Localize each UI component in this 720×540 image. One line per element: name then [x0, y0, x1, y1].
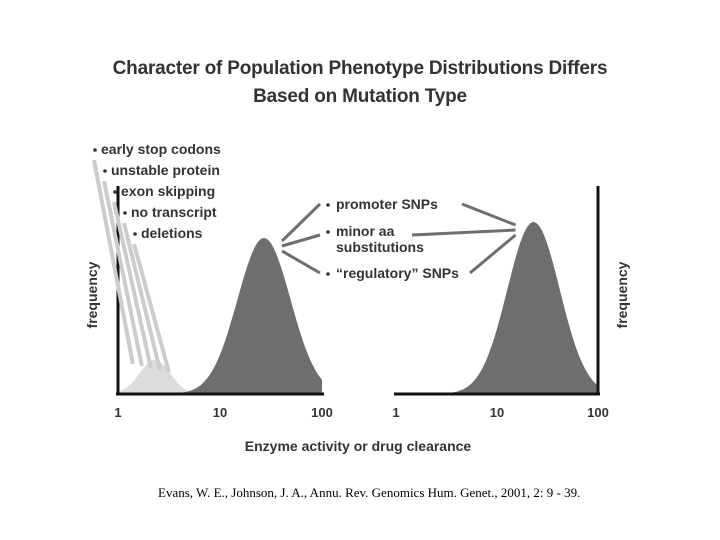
distribution-light-panel-1 [118, 359, 204, 394]
middle-leader-right-2 [411, 228, 516, 237]
middle-bullet-1 [326, 203, 330, 207]
x-tick-label-panel-2-1: 1 [392, 405, 399, 420]
annotation-bullet-2 [103, 169, 107, 173]
distribution-dark-panel-2 [449, 222, 598, 394]
leader-line-2 [102, 180, 144, 367]
middle-annotation-2-line-2: substitutions [336, 239, 424, 255]
leader-line-5 [132, 243, 171, 373]
annotation-3: exon skipping [121, 183, 215, 199]
annotation-bullet-4 [123, 211, 127, 215]
x-axis-title: Enzyme activity or drug clearance [245, 438, 472, 454]
middle-leader-right-3 [469, 233, 517, 275]
middle-annotation-2: minor aa [336, 223, 395, 239]
middle-leader-left-1 [280, 202, 322, 243]
leader-line-1 [92, 159, 135, 365]
middle-leader-left-2 [281, 233, 321, 248]
x-tick-label-panel-1-10: 10 [213, 405, 227, 420]
y-axis-label-panel-1: frequency [84, 261, 100, 328]
middle-bullet-3 [326, 272, 330, 276]
annotation-5: deletions [141, 225, 203, 241]
annotation-4: no transcript [131, 204, 217, 220]
middle-leader-left-3 [281, 249, 321, 275]
middle-annotation-1: promoter SNPs [336, 196, 438, 212]
annotation-2: unstable protein [111, 162, 220, 178]
citation: Evans, W. E., Johnson, J. A., Annu. Rev.… [158, 485, 581, 500]
distribution-dark-panel-1 [179, 238, 322, 394]
leader-line-3 [112, 201, 153, 369]
y-axis-label-panel-2: frequency [614, 261, 630, 328]
x-tick-label-panel-2-10: 10 [490, 405, 504, 420]
middle-leader-right-1 [461, 202, 517, 227]
middle-bullet-2 [326, 230, 330, 234]
x-tick-label-panel-1-100: 100 [311, 405, 333, 420]
middle-annotation-3: “regulatory” SNPs [336, 265, 459, 281]
annotation-bullet-3 [113, 190, 117, 194]
annotation-bullet-1 [93, 148, 97, 152]
annotation-bullet-5 [133, 232, 137, 236]
x-tick-label-panel-2-100: 100 [587, 405, 609, 420]
annotation-1: early stop codons [101, 141, 221, 157]
leader-line-4 [122, 222, 162, 371]
x-tick-label-panel-1-1: 1 [114, 405, 121, 420]
slide-title-line-2: Based on Mutation Type [253, 86, 467, 107]
slide-title-line-1: Character of Population Phenotype Distri… [112, 58, 608, 79]
